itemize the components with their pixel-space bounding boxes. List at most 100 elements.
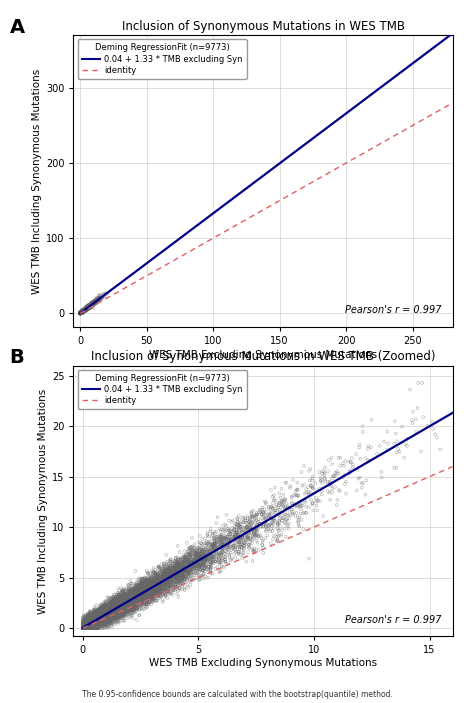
Point: [76, 308, 84, 319]
Point: [77, 307, 84, 318]
Point: [79, 307, 86, 318]
Point: [81, 304, 88, 316]
Point: [116, 600, 123, 611]
Point: [99, 620, 106, 631]
Point: [147, 586, 155, 597]
Point: [77, 307, 85, 318]
Point: [78, 307, 85, 318]
Point: [171, 567, 178, 578]
Point: [79, 307, 87, 318]
Point: [82, 623, 90, 634]
Point: [77, 307, 84, 318]
Point: [102, 622, 110, 633]
Point: [78, 307, 86, 318]
Point: [151, 580, 159, 591]
Point: [80, 623, 87, 634]
Point: [139, 577, 147, 588]
Point: [126, 587, 133, 598]
Point: [76, 307, 84, 318]
Point: [79, 305, 87, 316]
Point: [77, 307, 84, 318]
Point: [80, 305, 87, 316]
Point: [77, 308, 84, 319]
Point: [83, 302, 91, 314]
Point: [78, 306, 86, 317]
Point: [179, 556, 187, 567]
Point: [84, 300, 91, 311]
Point: [77, 307, 84, 318]
Point: [79, 307, 87, 318]
Point: [183, 566, 191, 577]
Point: [79, 306, 86, 317]
Point: [81, 304, 88, 316]
Point: [129, 607, 137, 619]
Point: [99, 616, 106, 627]
Point: [79, 305, 87, 316]
Point: [77, 307, 84, 318]
Point: [86, 302, 93, 313]
Point: [97, 612, 105, 623]
Point: [101, 610, 109, 621]
Point: [91, 612, 99, 624]
Point: [77, 307, 85, 318]
Point: [102, 606, 110, 617]
Point: [133, 579, 141, 591]
Point: [232, 542, 239, 553]
Point: [189, 560, 197, 571]
Point: [78, 307, 86, 318]
Point: [143, 589, 151, 600]
Point: [81, 623, 89, 634]
Point: [88, 299, 95, 311]
Point: [107, 615, 115, 626]
Point: [123, 604, 130, 615]
Point: [79, 307, 87, 318]
Point: [77, 308, 84, 319]
Point: [108, 602, 116, 613]
Point: [78, 307, 85, 318]
Point: [77, 308, 84, 319]
Point: [78, 307, 85, 318]
Point: [77, 307, 84, 318]
Point: [139, 593, 146, 604]
Point: [91, 614, 98, 626]
Point: [80, 619, 88, 630]
Point: [216, 549, 223, 560]
Point: [108, 602, 116, 614]
Point: [76, 308, 84, 319]
Point: [81, 305, 88, 316]
Point: [171, 562, 179, 574]
Point: [83, 303, 91, 314]
Point: [218, 555, 225, 566]
Point: [76, 307, 84, 318]
Point: [80, 304, 87, 316]
Point: [326, 479, 333, 491]
Point: [88, 616, 96, 627]
Point: [79, 306, 86, 317]
Point: [76, 308, 84, 319]
Point: [132, 586, 139, 598]
Point: [82, 304, 89, 316]
Point: [82, 304, 90, 315]
Point: [97, 607, 105, 619]
Point: [134, 586, 142, 598]
Point: [155, 589, 162, 600]
Point: [77, 307, 84, 318]
Point: [83, 301, 91, 312]
Point: [114, 602, 122, 613]
Point: [208, 540, 215, 551]
Point: [78, 307, 86, 318]
Point: [78, 306, 85, 317]
Point: [84, 623, 91, 634]
Point: [81, 304, 88, 316]
Point: [88, 300, 95, 311]
Point: [83, 620, 91, 631]
Point: [79, 307, 86, 318]
Point: [80, 307, 87, 318]
Point: [80, 306, 87, 317]
Point: [85, 302, 92, 313]
Point: [83, 623, 91, 634]
Point: [82, 303, 90, 314]
Point: [84, 617, 92, 628]
Point: [134, 580, 141, 591]
Point: [249, 555, 256, 567]
